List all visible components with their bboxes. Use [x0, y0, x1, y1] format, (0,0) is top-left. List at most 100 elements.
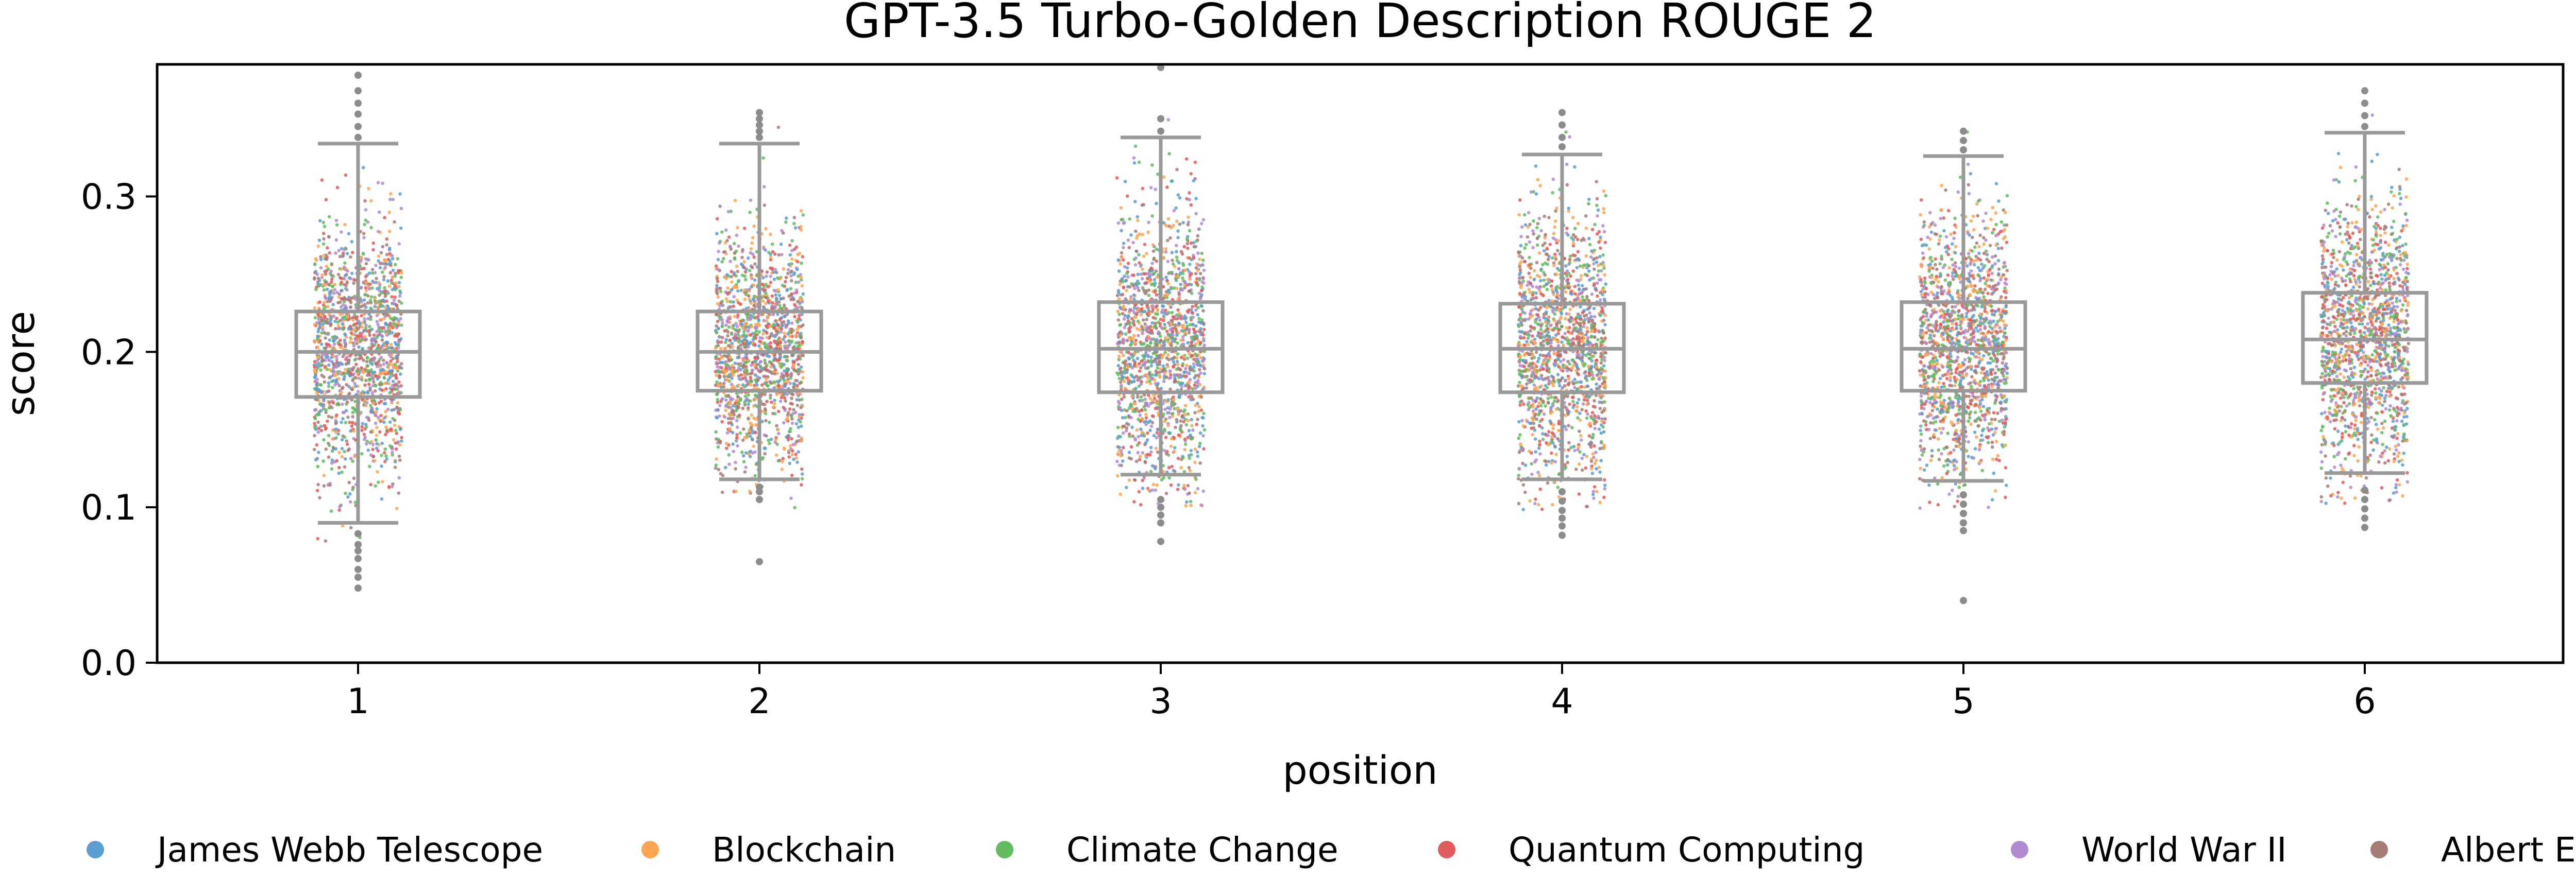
strip-point	[800, 398, 804, 402]
strip-point	[375, 446, 379, 450]
strip-point	[1163, 419, 1167, 423]
strip-point	[1175, 167, 1179, 171]
strip-point	[1138, 261, 1141, 265]
strip-point	[351, 421, 354, 424]
strip-point	[743, 274, 747, 278]
strip-point	[718, 204, 722, 208]
strip-point	[728, 260, 732, 263]
strip-point	[1196, 454, 1200, 458]
strip-point	[364, 208, 368, 212]
strip-point	[735, 298, 739, 302]
strip-point	[796, 280, 801, 284]
strip-point	[744, 371, 748, 374]
strip-point	[382, 451, 386, 455]
strip-point	[382, 363, 385, 366]
strip-point	[330, 458, 334, 462]
strip-point	[725, 431, 730, 435]
strip-point	[325, 280, 328, 284]
strip-point	[1126, 262, 1130, 265]
strip-point	[1143, 272, 1147, 276]
strip-point	[344, 173, 348, 177]
strip-point	[385, 430, 389, 434]
strip-point	[789, 274, 793, 278]
strip-point	[801, 354, 805, 357]
strip-point	[397, 454, 401, 458]
strip-point	[334, 372, 338, 376]
strip-point	[382, 420, 386, 424]
strip-point	[766, 285, 770, 289]
strip-point	[1592, 399, 1596, 403]
strip-point	[1119, 206, 1123, 210]
strip-point	[347, 392, 351, 396]
strip-point	[373, 459, 377, 463]
strip-point	[1133, 312, 1137, 315]
strip-point	[1518, 198, 1522, 202]
strip-point	[314, 458, 318, 462]
strip-point	[368, 271, 371, 275]
strip-point	[370, 410, 374, 413]
strip-point	[1183, 268, 1187, 272]
strip-point	[326, 267, 330, 271]
strip-point	[336, 272, 341, 277]
strip-point	[769, 258, 773, 262]
strip-point	[1188, 191, 1191, 195]
strip-point	[795, 268, 799, 271]
strip-point	[771, 301, 774, 305]
strip-point	[1179, 338, 1183, 342]
strip-point	[769, 274, 772, 278]
strip-point	[1140, 430, 1144, 434]
strip-point	[1155, 436, 1159, 440]
strip-point	[763, 358, 767, 363]
strip-point	[732, 404, 735, 408]
strip-point	[782, 421, 786, 425]
strip-point	[1155, 483, 1159, 487]
strip-point	[764, 302, 768, 305]
strip-point	[1184, 321, 1188, 324]
strip-point	[312, 447, 316, 452]
strip-point	[718, 241, 721, 245]
strip-point	[391, 357, 395, 360]
strip-point	[783, 408, 787, 412]
strip-point	[724, 398, 728, 402]
strip-point	[1162, 379, 1166, 383]
strip-point	[762, 329, 766, 332]
strip-point	[341, 524, 345, 528]
strip-point	[1179, 283, 1182, 286]
strip-point	[1146, 376, 1150, 380]
strip-point	[1169, 376, 1173, 379]
strip-point	[374, 438, 378, 442]
strip-point	[728, 245, 732, 248]
strip-point	[318, 219, 322, 223]
strip-point	[761, 283, 765, 286]
strip-point	[363, 293, 367, 297]
strip-point	[1201, 489, 1206, 493]
strip-point	[378, 266, 382, 270]
strip-point	[717, 468, 721, 472]
strip-point	[728, 300, 733, 304]
strip-point	[1185, 241, 1190, 246]
strip-point	[1531, 246, 1535, 250]
strip-point	[1124, 429, 1128, 433]
strip-point	[1132, 306, 1137, 310]
strip-point	[1139, 366, 1143, 370]
strip-point	[798, 301, 802, 305]
strip-point	[384, 410, 387, 413]
strip-point	[724, 446, 728, 450]
strip-point	[736, 333, 740, 337]
strip-point	[367, 331, 371, 334]
strip-point	[375, 320, 379, 323]
strip-point	[1542, 278, 1546, 282]
strip-point	[380, 334, 384, 337]
strip-point	[1196, 268, 1200, 272]
strip-point	[338, 505, 342, 509]
strip-point	[360, 378, 364, 382]
strip-point	[1189, 398, 1193, 402]
strip-point	[326, 300, 329, 303]
strip-point	[1155, 304, 1159, 308]
strip-point	[313, 365, 316, 369]
strip-point	[766, 384, 770, 388]
strip-point	[381, 480, 384, 484]
strip-point	[322, 375, 326, 379]
strip-point	[1129, 343, 1132, 347]
strip-point	[1142, 342, 1146, 346]
